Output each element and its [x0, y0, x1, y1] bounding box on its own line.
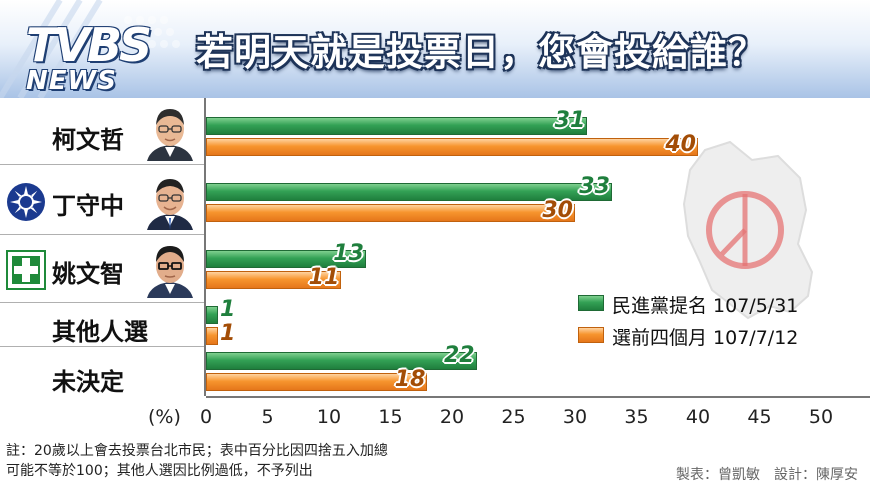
- pasuya-yao-portrait-icon: [141, 240, 199, 298]
- value-label-orange-ko-wen-je: 40: [665, 132, 696, 157]
- row-divider: [0, 302, 204, 303]
- value-label-green-undecided: 22: [443, 343, 475, 368]
- value-label-orange-undecided: 18: [394, 367, 426, 392]
- x-tick-label-0: 0: [199, 406, 213, 428]
- legend-swatch-green: [578, 295, 604, 311]
- bar-green-undecided: [206, 352, 477, 370]
- category-label-undecided: 未決定: [52, 368, 124, 396]
- ting-shou-chung-portrait-icon: [141, 172, 199, 230]
- value-label-green-pasuya-yao: 13: [333, 241, 364, 266]
- logo-sub-text: NEWS: [26, 66, 117, 96]
- category-label-pasuya-yao: 姚文智: [52, 260, 124, 288]
- x-tick-label-40: 40: [685, 406, 711, 428]
- dpp-emblem-icon: [6, 250, 46, 290]
- x-tick-label-45: 45: [747, 406, 772, 428]
- bar-orange-pasuya-yao: [206, 271, 342, 289]
- ko-wen-je-portrait-icon: [141, 103, 199, 161]
- x-tick-label-30: 30: [562, 406, 588, 428]
- logo-main-text: TVBS: [26, 18, 152, 72]
- x-tick-label-50: 50: [808, 406, 834, 428]
- value-label-orange-ting-shou-chung: 30: [542, 198, 573, 223]
- x-tick-label-15: 15: [378, 406, 403, 428]
- value-label-green-ko-wen-je: 31: [554, 108, 586, 133]
- bar-orange-undecided: [206, 373, 428, 391]
- x-axis-line: [206, 396, 870, 398]
- category-label-other: 其他人選: [52, 318, 148, 346]
- bar-green-ting-shou-chung: [206, 183, 612, 201]
- legend-swatch-orange: [578, 327, 604, 343]
- row-divider: [0, 346, 204, 347]
- value-label-green-ting-shou-chung: 33: [579, 174, 610, 199]
- row-divider: [0, 164, 204, 165]
- footnote-line-2: 可能不等於100；其他人選因比例過低，不予列出: [6, 463, 313, 479]
- bar-orange-ko-wen-je: [206, 138, 698, 156]
- x-tick-label-35: 35: [624, 406, 649, 428]
- x-tick-label-10: 10: [316, 406, 342, 428]
- row-divider: [0, 234, 204, 235]
- bar-green-ko-wen-je: [206, 117, 588, 135]
- bar-orange-other: [206, 327, 219, 345]
- legend-label-orange: 選前四個月 107/7/12: [612, 327, 799, 349]
- footnote-line-1: 註：20歲以上會去投票台北市民；表中百分比因四捨五入加總: [6, 443, 388, 459]
- page-title: 若明天就是投票日，您會投給誰？: [196, 31, 766, 74]
- x-axis-unit-label: (%): [148, 406, 181, 428]
- x-tick-label-25: 25: [501, 406, 526, 428]
- credits: 製表：曾凱敏 設計：陳厚安: [676, 467, 858, 483]
- value-label-green-other: 1: [220, 297, 236, 322]
- bar-green-pasuya-yao: [206, 250, 366, 268]
- x-tick-label-5: 5: [261, 406, 274, 428]
- tvbs-logo: TVBS NEWS: [26, 18, 186, 98]
- bar-green-other: [206, 306, 219, 324]
- category-label-ting-shou-chung: 丁守中: [52, 192, 124, 220]
- bar-orange-ting-shou-chung: [206, 204, 575, 222]
- value-label-orange-pasuya-yao: 11: [308, 265, 340, 290]
- value-label-orange-other: 1: [220, 321, 236, 346]
- legend-label-green: 民進黨提名 107/5/31: [612, 295, 799, 317]
- x-tick-label-20: 20: [439, 406, 465, 428]
- kmt-emblem-icon: [7, 183, 45, 221]
- header-banner: TVBS NEWS 若明天就是投票日，您會投給誰？: [0, 0, 870, 98]
- header-decoration-icon: [0, 0, 180, 98]
- category-label-ko-wen-je: 柯文哲: [52, 126, 124, 154]
